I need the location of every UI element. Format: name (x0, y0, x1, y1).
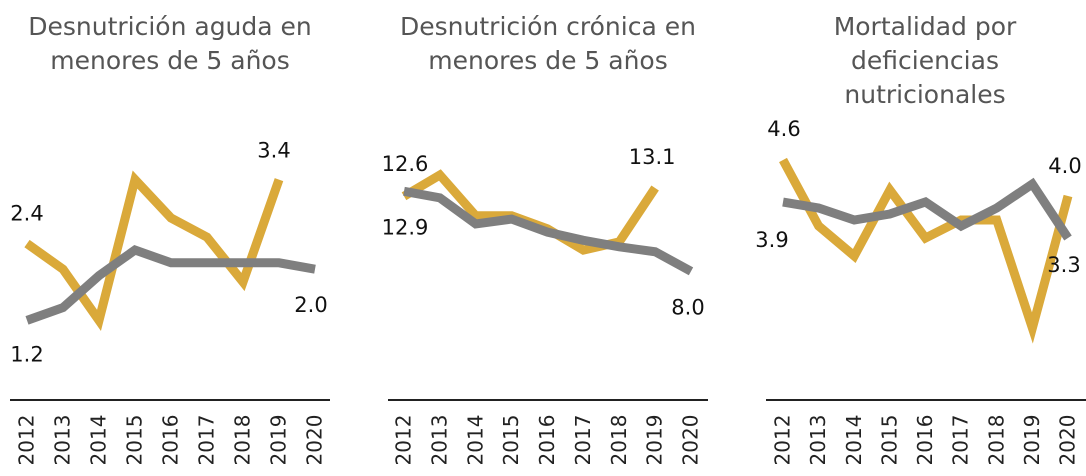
x-tick-label: 2013 (806, 415, 830, 466)
x-tick-label: 2018 (607, 415, 631, 466)
data-label: 12.6 (382, 152, 429, 176)
data-label: 12.9 (382, 215, 429, 239)
x-tick-label: 2019 (1020, 415, 1044, 466)
series-line (779, 157, 1073, 344)
data-label: 13.1 (629, 145, 676, 169)
series-line (401, 169, 659, 255)
series-line (403, 186, 694, 276)
x-tick-label: 2017 (949, 415, 973, 466)
series-line (24, 170, 284, 331)
x-tick-label: 2018 (984, 415, 1008, 466)
data-label: 1.2 (10, 342, 43, 366)
x-tick-label: 2015 (123, 415, 147, 466)
data-label: 2.4 (10, 202, 43, 226)
x-tick-label: 2018 (231, 415, 255, 466)
data-label: 3.3 (1047, 253, 1080, 277)
x-tick-label: 2019 (267, 415, 291, 466)
x-tick-label: 2016 (535, 415, 559, 466)
x-tick-label: 2014 (87, 415, 111, 466)
data-label: 8.0 (671, 295, 704, 319)
data-label: 2.0 (294, 293, 327, 317)
data-label: 3.4 (257, 139, 290, 163)
x-tick-label: 2017 (195, 415, 219, 466)
x-tick-label: 2012 (771, 415, 795, 466)
x-tick-label: 2015 (499, 415, 523, 466)
x-tick-label: 2015 (877, 415, 901, 466)
x-tick-label: 2014 (842, 415, 866, 466)
x-tick-label: 2013 (51, 415, 75, 466)
series-line (782, 177, 1072, 241)
x-tick-label: 2017 (571, 415, 595, 466)
x-tick-label: 2016 (159, 415, 183, 466)
x-tick-label: 2014 (463, 415, 487, 466)
x-tick-label: 2020 (679, 415, 703, 466)
chart-title: Desnutrición aguda en menores de 5 años (28, 12, 312, 75)
chart-title: Mortalidad por deficiencias nutricionale… (833, 12, 1017, 109)
x-tick-label: 2016 (913, 415, 937, 466)
x-tick-label: 2013 (427, 415, 451, 466)
data-label: 3.9 (755, 228, 788, 252)
x-tick-label: 2020 (303, 415, 327, 466)
x-tick-label: 2019 (643, 415, 667, 466)
data-label: 4.0 (1048, 154, 1081, 178)
x-tick-label: 2012 (15, 415, 39, 466)
data-label: 4.6 (767, 117, 800, 141)
x-tick-label: 2012 (392, 415, 416, 466)
chart-title: Desnutrición crónica en menores de 5 año… (400, 12, 696, 75)
series-line (25, 244, 316, 325)
x-tick-label: 2020 (1056, 415, 1080, 466)
